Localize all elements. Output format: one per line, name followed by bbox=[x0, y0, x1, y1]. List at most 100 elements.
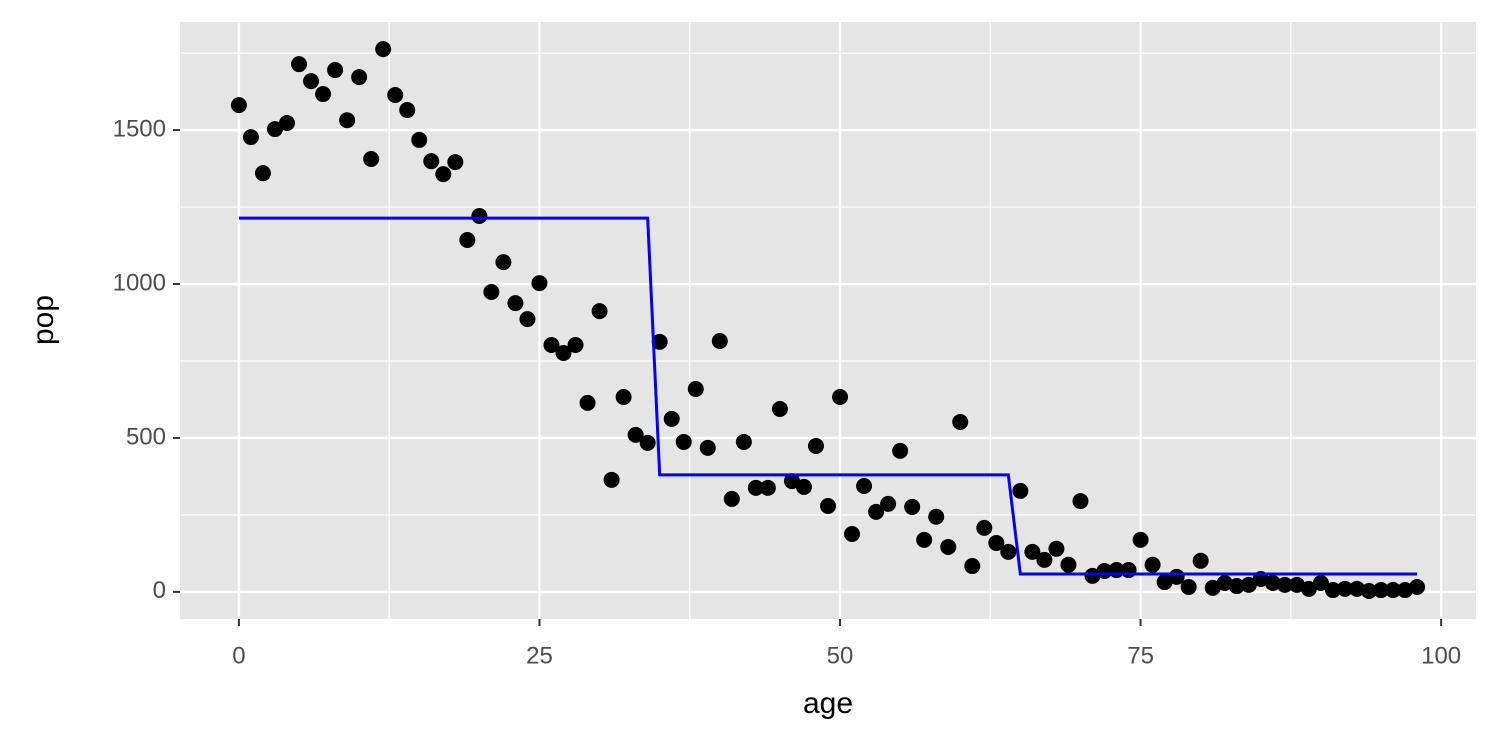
point bbox=[832, 389, 849, 406]
point bbox=[1156, 574, 1173, 591]
plot-background bbox=[180, 22, 1476, 619]
point bbox=[1048, 540, 1065, 557]
point bbox=[1072, 493, 1089, 510]
point bbox=[1216, 574, 1233, 591]
point bbox=[1324, 582, 1341, 599]
point bbox=[711, 332, 728, 349]
point bbox=[315, 86, 332, 103]
point bbox=[603, 471, 620, 488]
point bbox=[880, 495, 897, 512]
point bbox=[327, 62, 344, 79]
x-tick-label: 25 bbox=[526, 642, 553, 669]
point bbox=[1385, 582, 1402, 599]
point bbox=[952, 413, 969, 430]
point bbox=[579, 394, 596, 411]
point bbox=[807, 437, 824, 454]
point bbox=[459, 231, 476, 248]
point bbox=[483, 284, 500, 301]
point bbox=[447, 154, 464, 171]
point bbox=[519, 311, 536, 328]
point bbox=[868, 503, 885, 520]
point bbox=[1132, 531, 1149, 548]
point bbox=[1336, 580, 1353, 597]
point bbox=[1409, 578, 1426, 595]
point bbox=[495, 254, 512, 271]
point bbox=[699, 439, 716, 456]
point bbox=[1300, 580, 1317, 597]
point bbox=[1288, 576, 1305, 593]
point bbox=[1192, 552, 1209, 569]
x-tick-label: 0 bbox=[232, 642, 245, 669]
point bbox=[1120, 562, 1137, 579]
y-axis-title: pop bbox=[27, 295, 60, 345]
point bbox=[1240, 576, 1257, 593]
point bbox=[928, 508, 945, 525]
point bbox=[940, 538, 957, 555]
point bbox=[230, 97, 247, 114]
x-axis-title: age bbox=[803, 687, 853, 720]
point bbox=[411, 131, 428, 148]
point bbox=[363, 151, 380, 168]
point bbox=[1397, 582, 1414, 599]
point bbox=[303, 73, 320, 90]
point bbox=[976, 519, 993, 536]
point bbox=[1012, 482, 1029, 499]
point bbox=[1000, 543, 1017, 560]
point bbox=[1373, 582, 1390, 599]
point bbox=[507, 295, 524, 312]
point bbox=[1036, 551, 1053, 568]
point bbox=[771, 401, 788, 418]
point bbox=[266, 121, 283, 138]
point bbox=[1276, 576, 1293, 593]
point bbox=[844, 526, 861, 543]
point bbox=[1084, 567, 1101, 584]
point bbox=[351, 69, 368, 86]
point bbox=[242, 129, 259, 146]
point bbox=[795, 478, 812, 495]
point bbox=[291, 56, 308, 73]
point bbox=[375, 41, 392, 58]
point bbox=[543, 336, 560, 353]
point bbox=[1361, 582, 1378, 599]
point bbox=[759, 479, 776, 496]
point bbox=[687, 381, 704, 398]
point bbox=[783, 473, 800, 490]
point bbox=[747, 479, 764, 496]
x-tick-label: 75 bbox=[1127, 642, 1154, 669]
point bbox=[387, 86, 404, 103]
point bbox=[278, 114, 295, 131]
point bbox=[1312, 574, 1329, 591]
point bbox=[1348, 580, 1365, 597]
line bbox=[238, 216, 1418, 576]
point bbox=[555, 344, 572, 361]
y-tick-label: 500 bbox=[126, 423, 166, 450]
point bbox=[964, 558, 981, 575]
point bbox=[615, 389, 632, 406]
y-tick-label: 1500 bbox=[113, 115, 166, 142]
point bbox=[1180, 578, 1197, 595]
point bbox=[820, 498, 836, 515]
point bbox=[531, 275, 548, 292]
point bbox=[675, 433, 692, 450]
point bbox=[651, 333, 668, 350]
point bbox=[567, 336, 584, 353]
point bbox=[1264, 574, 1281, 591]
point bbox=[723, 490, 740, 507]
point bbox=[1024, 543, 1041, 560]
point bbox=[471, 207, 488, 224]
point bbox=[423, 153, 440, 170]
point bbox=[904, 498, 921, 515]
point bbox=[339, 112, 356, 129]
point bbox=[1144, 556, 1161, 573]
point bbox=[735, 433, 752, 450]
point bbox=[639, 434, 656, 451]
point bbox=[591, 303, 608, 320]
point bbox=[856, 477, 873, 494]
point bbox=[627, 426, 644, 443]
point bbox=[1228, 578, 1245, 595]
y-tick-label: 0 bbox=[153, 577, 166, 604]
point bbox=[435, 166, 452, 183]
point bbox=[892, 442, 909, 459]
point bbox=[988, 534, 1005, 551]
